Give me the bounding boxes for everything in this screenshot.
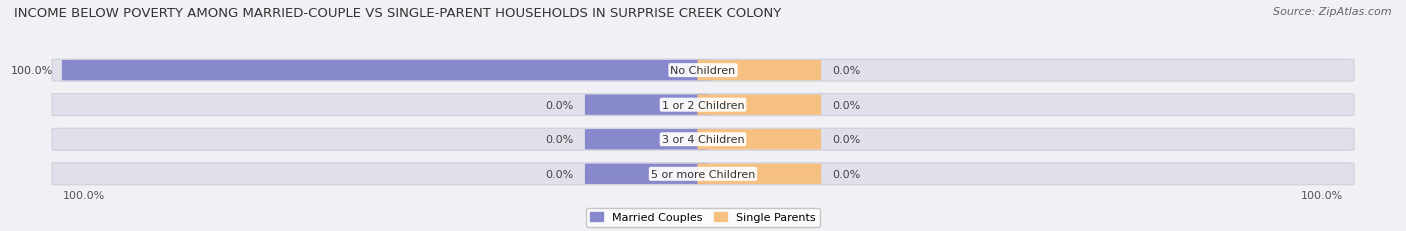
Text: Source: ZipAtlas.com: Source: ZipAtlas.com <box>1274 7 1392 17</box>
FancyBboxPatch shape <box>585 95 709 115</box>
FancyBboxPatch shape <box>52 94 1354 116</box>
FancyBboxPatch shape <box>62 61 711 81</box>
FancyBboxPatch shape <box>697 130 821 150</box>
FancyBboxPatch shape <box>697 164 821 184</box>
Text: 5 or more Children: 5 or more Children <box>651 169 755 179</box>
FancyBboxPatch shape <box>697 61 821 81</box>
Text: 0.0%: 0.0% <box>546 169 574 179</box>
Text: 1 or 2 Children: 1 or 2 Children <box>662 100 744 110</box>
Text: 100.0%: 100.0% <box>11 66 53 76</box>
Text: 0.0%: 0.0% <box>546 135 574 145</box>
Text: 0.0%: 0.0% <box>832 169 860 179</box>
Text: 100.0%: 100.0% <box>1301 190 1343 200</box>
FancyBboxPatch shape <box>697 95 821 115</box>
Text: 0.0%: 0.0% <box>832 135 860 145</box>
FancyBboxPatch shape <box>52 129 1354 151</box>
Text: 100.0%: 100.0% <box>63 190 105 200</box>
Legend: Married Couples, Single Parents: Married Couples, Single Parents <box>586 208 820 227</box>
Text: 3 or 4 Children: 3 or 4 Children <box>662 135 744 145</box>
FancyBboxPatch shape <box>52 163 1354 185</box>
Text: No Children: No Children <box>671 66 735 76</box>
Text: 0.0%: 0.0% <box>546 100 574 110</box>
Text: 0.0%: 0.0% <box>832 100 860 110</box>
Text: INCOME BELOW POVERTY AMONG MARRIED-COUPLE VS SINGLE-PARENT HOUSEHOLDS IN SURPRIS: INCOME BELOW POVERTY AMONG MARRIED-COUPL… <box>14 7 782 20</box>
Text: 0.0%: 0.0% <box>832 66 860 76</box>
FancyBboxPatch shape <box>52 60 1354 82</box>
FancyBboxPatch shape <box>585 130 709 150</box>
FancyBboxPatch shape <box>585 164 709 184</box>
